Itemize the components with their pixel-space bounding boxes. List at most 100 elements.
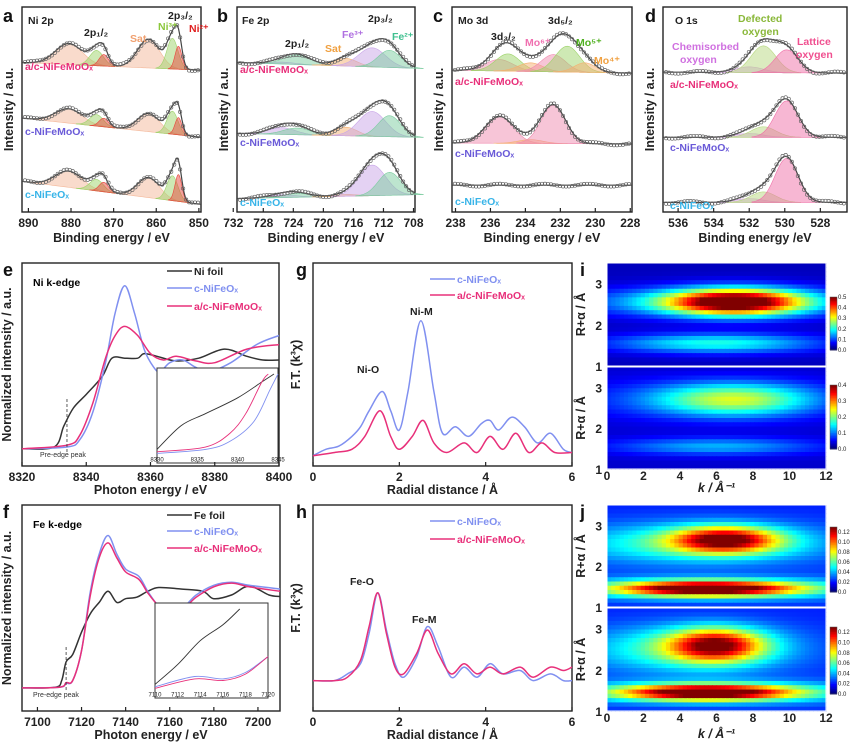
heatmap-cell <box>779 608 785 613</box>
heatmap-cell <box>712 435 718 440</box>
heatmap-cell <box>771 530 777 536</box>
heatmap-cell <box>724 530 730 536</box>
heatmap-cell <box>674 418 680 423</box>
heatmap-cell <box>674 396 680 402</box>
heatmap-cell <box>703 551 709 557</box>
heatmap-cell <box>674 505 680 510</box>
heatmap-cell <box>687 530 692 536</box>
heatmap-cell <box>758 371 764 377</box>
heatmap-cell <box>712 509 718 515</box>
data-point <box>521 131 527 136</box>
heatmap-cell <box>741 323 747 328</box>
heatmap-cell <box>628 543 633 549</box>
heatmap-cell <box>737 526 743 532</box>
heatmap-cell <box>792 357 798 363</box>
data-point <box>91 45 96 50</box>
heatmap-cell <box>771 314 777 320</box>
data-point <box>536 52 542 57</box>
heatmap-cell <box>674 509 680 515</box>
heatmap-cell <box>762 534 768 540</box>
heatmap-cell <box>771 271 777 277</box>
heatmap-cell <box>796 513 802 519</box>
data-point <box>497 42 503 47</box>
data-point <box>626 71 632 76</box>
heatmap-cell <box>758 585 764 591</box>
heatmap-cell <box>720 327 726 333</box>
heatmap-cell <box>615 568 621 574</box>
heatmap-cell <box>788 357 793 363</box>
x-tick-label: 6 <box>569 715 576 729</box>
heatmap-cell <box>649 371 654 377</box>
colorbar-segment <box>830 583 837 587</box>
heatmap-cell <box>657 509 663 515</box>
heatmap-cell <box>665 608 671 613</box>
heatmap-cell <box>607 335 612 341</box>
series-line <box>312 592 573 682</box>
heatmap-cell <box>767 318 772 324</box>
data-point <box>503 39 509 44</box>
heatmap-cell <box>729 331 734 337</box>
heatmap-cell <box>712 443 718 449</box>
peak-annotation: Mo⁶⁺ <box>525 37 551 49</box>
heatmap-cell <box>674 297 680 303</box>
y-axis-label: Intensity / a.u. <box>643 68 657 151</box>
heatmap-cell <box>767 297 772 303</box>
heatmap-cell <box>661 522 667 527</box>
heatmap-cell <box>741 585 747 591</box>
heatmap-cell <box>695 375 701 381</box>
heatmap-cell <box>653 564 659 570</box>
heatmap-cell <box>788 371 793 377</box>
peak-annotation: 3d₅/₂ <box>548 15 573 27</box>
heatmap-cell <box>703 392 709 398</box>
heatmap-cell <box>632 361 638 367</box>
heatmap-cell <box>716 573 722 578</box>
heatmap-cell <box>619 608 625 613</box>
heatmap-cell <box>695 594 701 600</box>
heatmap-cell <box>611 551 617 557</box>
data-point <box>398 117 403 122</box>
x-tick-label: 7200 <box>245 715 272 729</box>
heatmap-cell <box>796 522 802 527</box>
heatmap-cell <box>821 413 827 419</box>
colorbar-segment <box>830 564 837 567</box>
heatmap-cell <box>649 267 654 273</box>
heatmap-cell <box>800 602 806 608</box>
heatmap-cell <box>809 447 814 453</box>
heatmap-cell <box>674 275 680 281</box>
heatmap-cell <box>750 464 755 470</box>
x-tick-label: 2 <box>396 715 403 729</box>
heatmap-cell <box>623 522 629 527</box>
heatmap-cell <box>779 275 785 281</box>
heatmap-cell <box>741 517 747 523</box>
heatmap-cell <box>695 288 701 294</box>
data-point <box>458 66 464 72</box>
x-tick-label: 850 <box>189 216 209 230</box>
colorbar-segment <box>830 334 837 336</box>
heatmap-cell <box>813 547 819 553</box>
heatmap-cell <box>661 447 667 453</box>
heatmap-cell <box>640 534 646 540</box>
data-point <box>329 130 334 135</box>
x-tick-label: 10 <box>783 469 797 483</box>
heatmap-cell <box>792 297 798 303</box>
heatmap-cell <box>607 280 612 286</box>
heatmap-cell <box>653 430 659 436</box>
heatmap-cell <box>741 305 747 311</box>
heatmap-cell <box>800 447 806 453</box>
heatmap-cell <box>636 564 642 570</box>
heatmap-cell <box>783 314 789 320</box>
data-point <box>404 184 409 189</box>
heatmap-cell <box>691 293 697 298</box>
heatmap-cell <box>691 509 697 515</box>
heatmap-cell <box>762 396 768 402</box>
heatmap-cell <box>788 581 793 587</box>
heatmap-cell <box>821 405 827 411</box>
heatmap-cell <box>821 318 827 324</box>
heatmap-cell <box>758 384 764 389</box>
data-point <box>109 59 114 64</box>
heatmap-cell <box>712 401 718 406</box>
colorbar-segment <box>830 330 837 332</box>
heatmap-cell <box>720 293 726 298</box>
heatmap-cell <box>640 577 646 583</box>
inset-tick-label: 8330 <box>150 458 164 464</box>
